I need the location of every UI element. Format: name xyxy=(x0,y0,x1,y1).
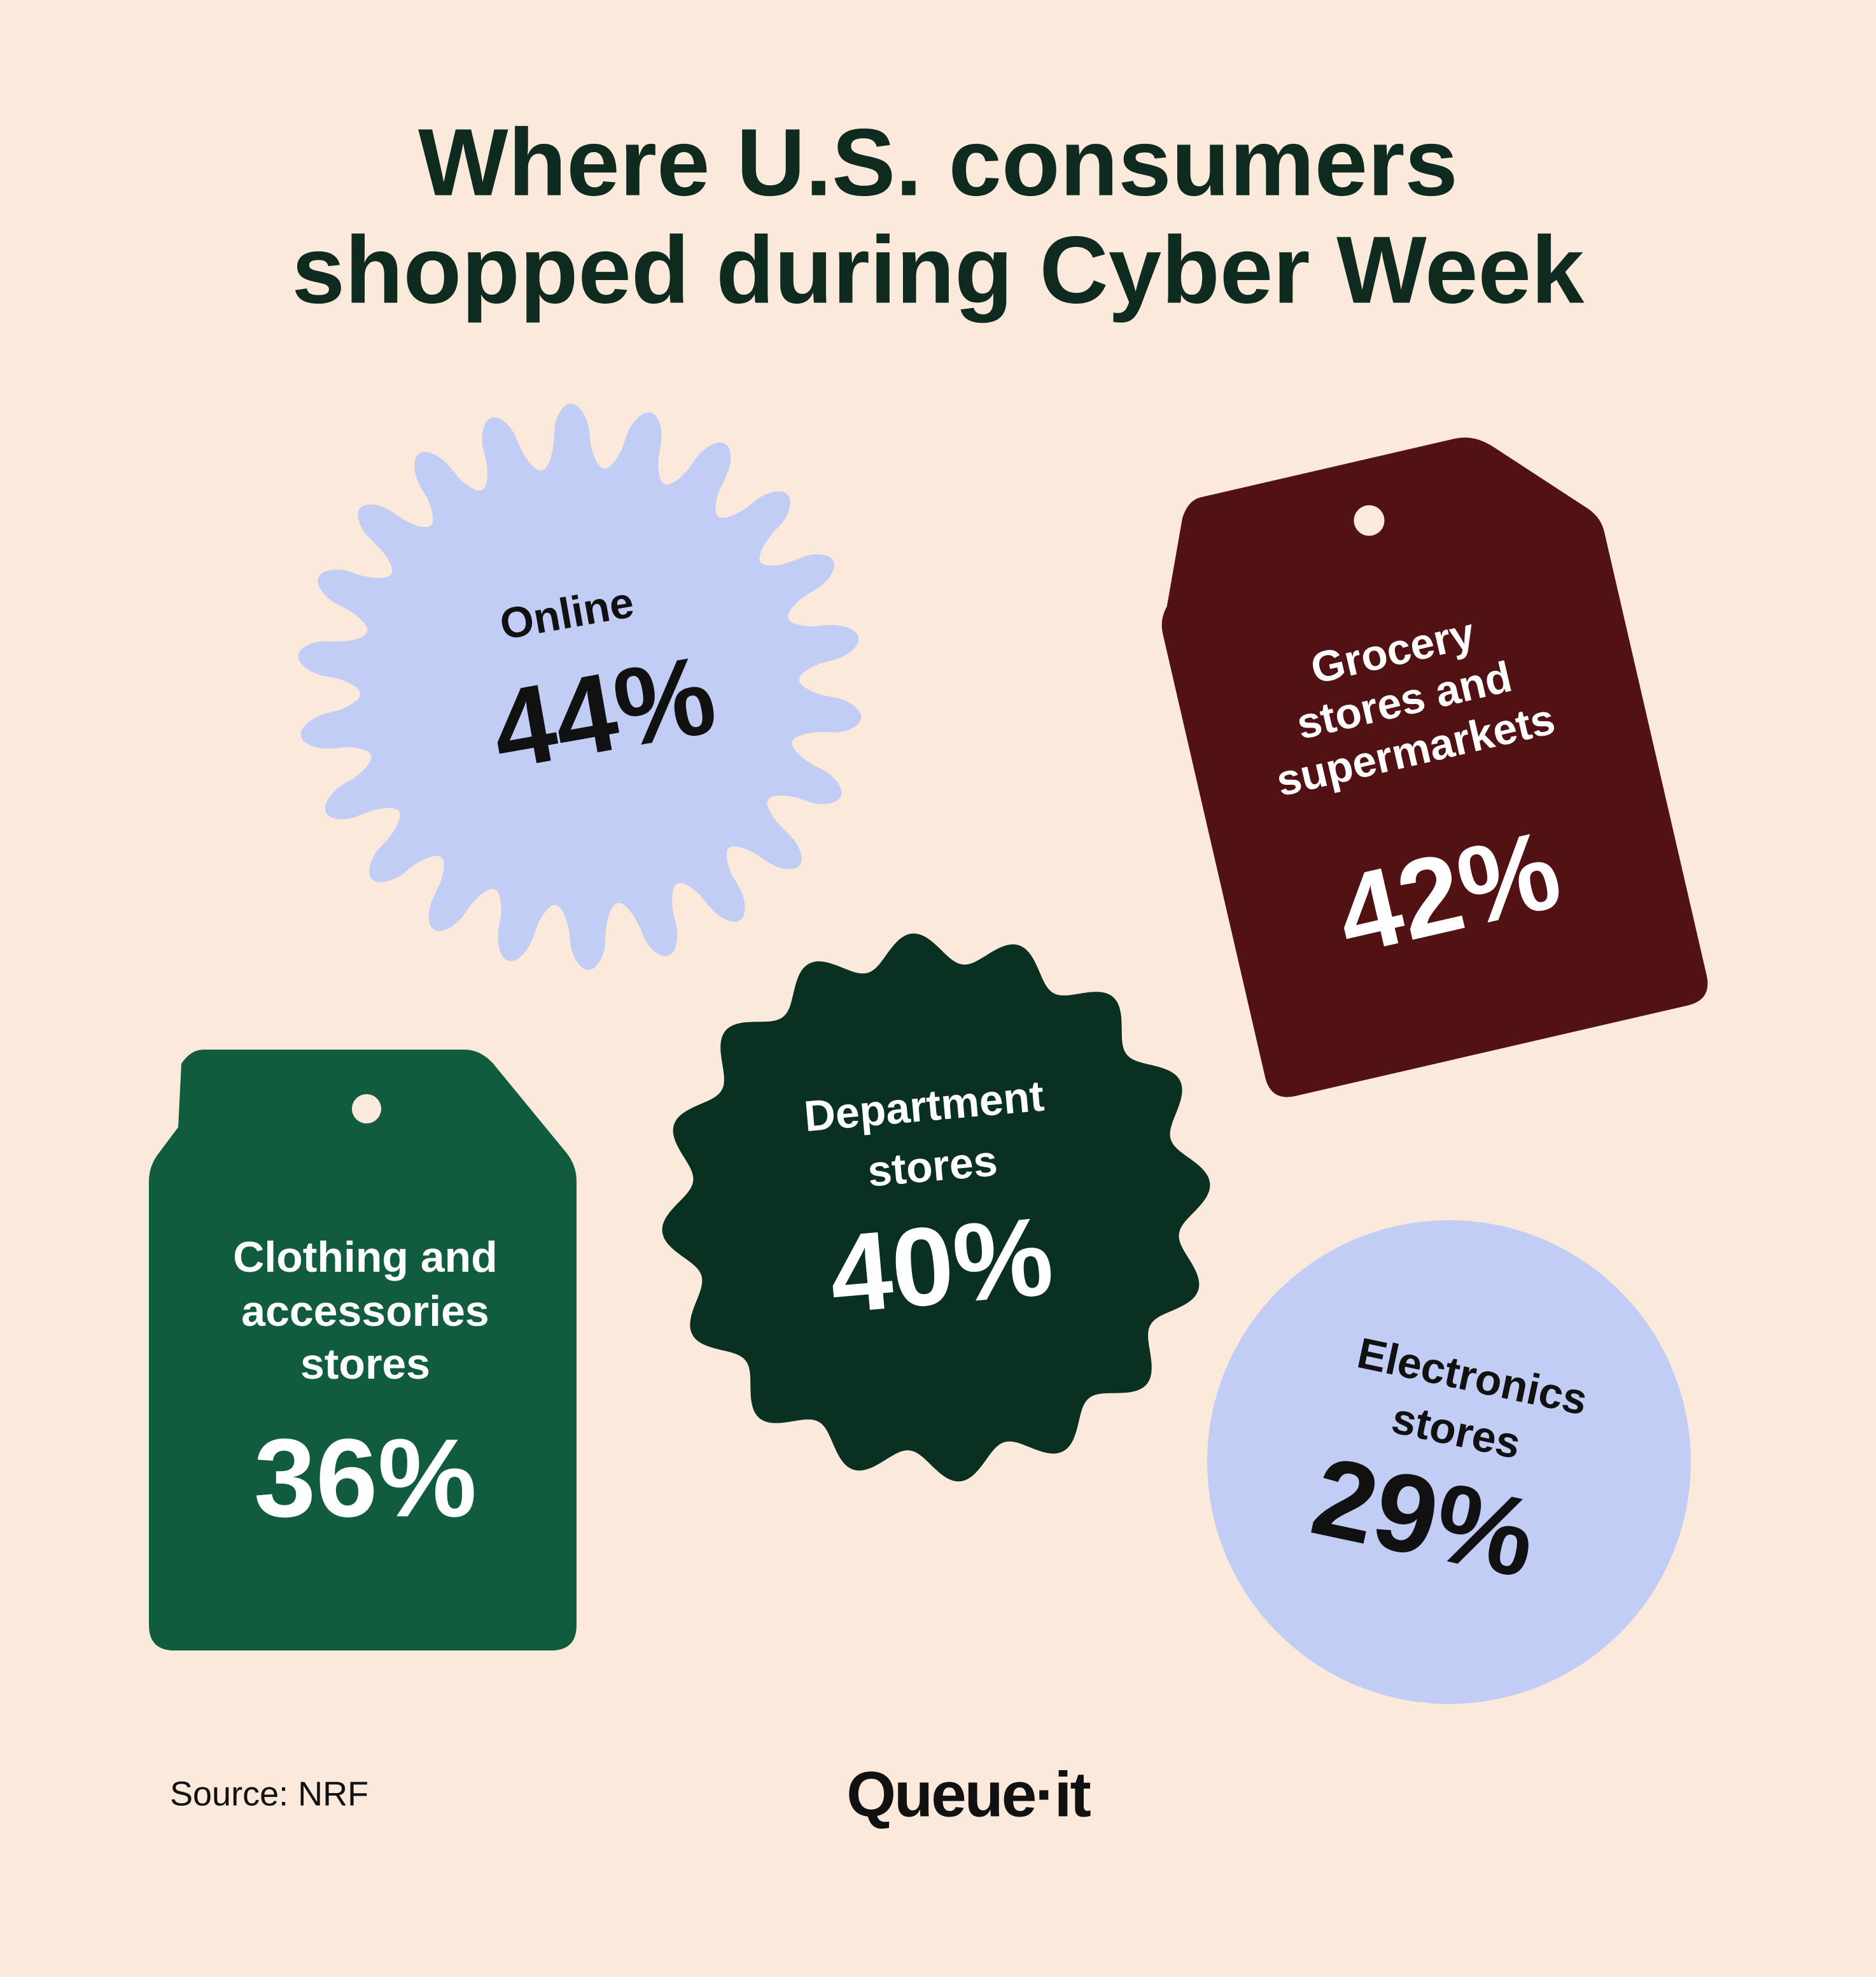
clothing-tag: Clothing and accessories stores 36% xyxy=(149,1050,577,1650)
tag-hole xyxy=(1354,505,1385,536)
source-note: Source: NRF xyxy=(170,1775,368,1813)
item-label: Clothing and xyxy=(233,1233,497,1281)
item-label: stores xyxy=(300,1340,430,1388)
department-badge: Department stores 40% xyxy=(662,933,1210,1482)
circle-shape xyxy=(1207,1220,1691,1704)
item-value: 36% xyxy=(254,1416,477,1540)
online-badge: Online 44% xyxy=(298,404,862,970)
item-value: 40% xyxy=(825,1194,1058,1337)
title-line: Where U.S. consumers xyxy=(418,109,1458,216)
tag-shape xyxy=(149,1050,577,1650)
starburst-shape xyxy=(298,404,862,970)
electronics-badge: Electronics stores 29% xyxy=(1207,1220,1691,1704)
wavy-shape xyxy=(662,933,1210,1482)
logo: Queue·it xyxy=(846,1759,1091,1830)
tag-hole xyxy=(352,1094,381,1123)
item-label: accessories xyxy=(241,1287,489,1335)
grocery-tag: Grocery stores and supermarkets 42% xyxy=(1161,437,1708,1097)
tag-shape xyxy=(1161,437,1708,1097)
title-line: shopped during Cyber Week xyxy=(292,216,1585,323)
item-label: stores xyxy=(865,1136,999,1196)
